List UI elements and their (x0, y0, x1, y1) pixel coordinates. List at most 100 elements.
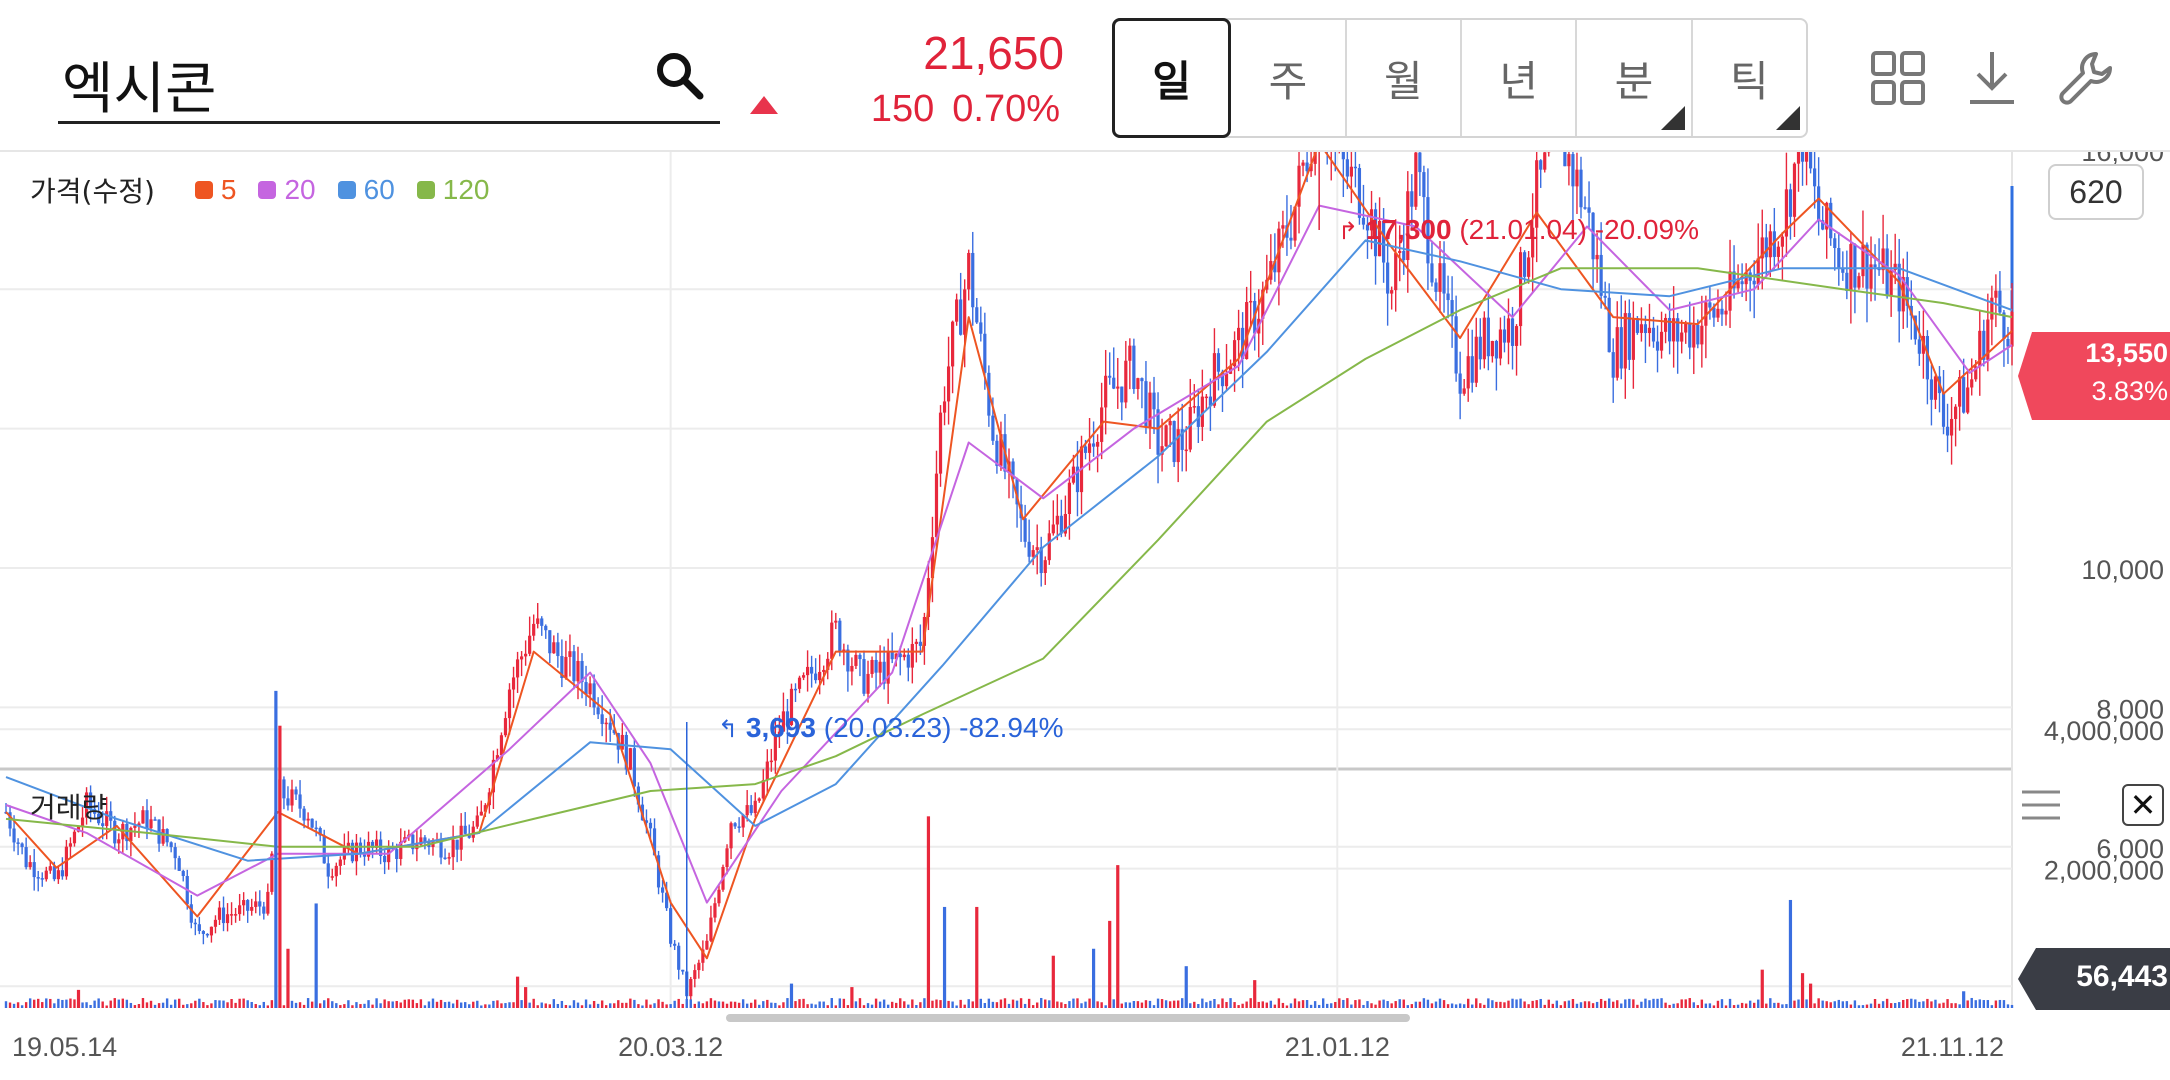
chart-area[interactable]: 4,0006,0008,00010,00016,0002,000,0004,00… (0, 152, 2170, 1080)
candle-body (983, 333, 987, 373)
candle-body (201, 931, 205, 934)
legend-item-ma20[interactable]: 20 (258, 174, 316, 206)
volume-bar (1898, 1002, 1901, 1008)
x-axis-label: 19.05.14 (12, 1032, 117, 1062)
volume-bar (1869, 1003, 1873, 1008)
wrench-icon[interactable] (2056, 48, 2116, 108)
volume-bar (242, 998, 245, 1008)
candle-body (1869, 264, 1873, 289)
candle-body (1784, 189, 1789, 237)
candle-body (979, 322, 983, 334)
volume-bar (1193, 1001, 1196, 1008)
candle-body (544, 625, 548, 631)
candle-count-box[interactable]: 620 (2048, 164, 2144, 220)
candle-body (1643, 324, 1648, 334)
volume-bar (1398, 999, 1401, 1008)
close-volume-button[interactable]: ✕ (2122, 784, 2164, 826)
candle-body (113, 820, 117, 844)
volume-bar (1338, 998, 1341, 1008)
period-tab-5[interactable]: 분 (1577, 20, 1693, 136)
volume-bar (1181, 998, 1184, 1008)
period-tab-1[interactable]: 일 (1112, 18, 1232, 138)
candle-body (902, 654, 906, 658)
candle-body (1764, 237, 1768, 258)
volume-bar (1684, 999, 1687, 1008)
volume-bar (1930, 1001, 1933, 1008)
candle-body (338, 859, 342, 866)
period-tab-2[interactable]: 주 (1231, 20, 1347, 136)
candle-body (322, 835, 326, 864)
volume-bar (919, 1002, 922, 1008)
volume-bar (250, 1001, 253, 1008)
volume-bar (1430, 1003, 1434, 1008)
candle-body (346, 842, 350, 848)
volume-bar (1334, 1001, 1337, 1008)
volume-bar (8, 1002, 12, 1008)
search-icon[interactable] (652, 48, 708, 104)
volume-bar (226, 1002, 229, 1008)
volume-bar (895, 1002, 898, 1008)
volume-bar (1817, 998, 1820, 1008)
period-tab-6[interactable]: 틱 (1693, 20, 1806, 136)
volume-spike (1962, 991, 1966, 1008)
period-tab-4[interactable]: 년 (1462, 20, 1578, 136)
candle-body (1651, 327, 1656, 342)
candle-body (334, 865, 338, 877)
candle-body (1744, 272, 1748, 285)
volume-bar (89, 1004, 92, 1008)
volume-bar (1491, 1000, 1494, 1008)
candle-body (1160, 446, 1164, 455)
volume-bar (65, 999, 68, 1008)
candle-body (129, 827, 133, 842)
volume-bar (407, 999, 411, 1008)
volume-bar (1958, 1004, 1961, 1008)
candle-body (1418, 152, 1422, 173)
volume-bar (560, 1000, 564, 1008)
volume-bar (1217, 1004, 1220, 1008)
candle-body (930, 537, 935, 579)
candle-body (1128, 345, 1132, 361)
volume-bar (1326, 1003, 1329, 1008)
legend-item-ma5[interactable]: 5 (194, 174, 236, 206)
menu-icon[interactable] (2020, 788, 2062, 822)
volume-bar (1221, 998, 1224, 1008)
volume-bar (504, 1003, 507, 1008)
download-icon[interactable] (1962, 48, 2022, 108)
volume-bar (73, 999, 76, 1008)
legend-item-ma60[interactable]: 60 (337, 174, 395, 206)
volume-bar (431, 998, 435, 1008)
candle-body (681, 969, 685, 972)
candle-body (1571, 154, 1575, 187)
candle-body (1635, 318, 1639, 333)
volume-tick-label: 4,000,000 (2044, 716, 2164, 746)
candle-body (298, 794, 302, 809)
volume-bar (331, 1001, 334, 1008)
candle-body (934, 473, 939, 538)
candle-body (773, 734, 777, 761)
volume-bar (1148, 1000, 1152, 1008)
candle-body (612, 729, 616, 734)
volume-bar (572, 1000, 576, 1008)
period-tab-3[interactable]: 월 (1347, 20, 1462, 136)
candle-body (761, 780, 765, 799)
search-box[interactable]: 엑시콘 (58, 30, 720, 124)
current-volume-badge: 56,443 (2018, 948, 2170, 1010)
candle-body (495, 755, 500, 760)
chart-scrollbar[interactable] (726, 1014, 1410, 1022)
candle-body (387, 847, 391, 863)
volume-bar (1386, 1001, 1389, 1008)
volume-bar (685, 999, 688, 1008)
volume-bar (371, 1004, 374, 1008)
candle-body (1736, 281, 1740, 289)
volume-bar (548, 1004, 551, 1008)
submenu-corner-icon (1660, 106, 1685, 130)
volume-bar (822, 1001, 825, 1008)
stock-chart[interactable]: 4,0006,0008,00010,00016,0002,000,0004,00… (0, 152, 2170, 1080)
stock-search-input[interactable]: 엑시콘 (62, 57, 217, 122)
candle-body (1446, 293, 1450, 301)
volume-bar (935, 999, 938, 1008)
volume-bar (1781, 1004, 1784, 1008)
grid-layout-icon[interactable] (1868, 48, 1928, 108)
legend-item-ma120[interactable]: 120 (416, 174, 490, 206)
high-pct: -20.09% (1594, 214, 1700, 245)
